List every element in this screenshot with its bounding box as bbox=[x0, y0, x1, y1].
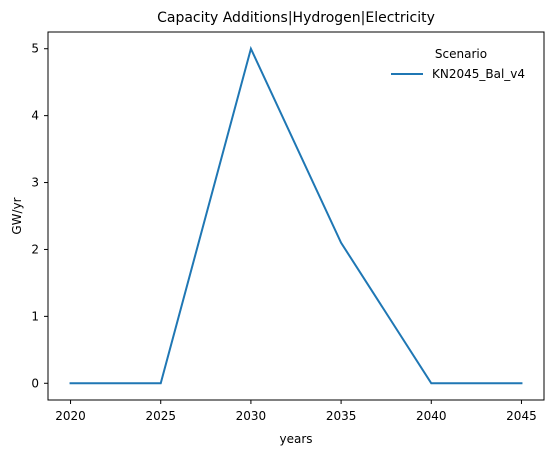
y-tick-label: 5 bbox=[31, 42, 39, 56]
y-tick-label: 3 bbox=[31, 176, 39, 190]
y-tick-label: 2 bbox=[31, 242, 39, 256]
x-tick-label: 2020 bbox=[55, 409, 86, 423]
legend-series-label: KN2045_Bal_v4 bbox=[432, 67, 525, 81]
y-tick-label: 0 bbox=[31, 376, 39, 390]
plot-area bbox=[48, 32, 544, 400]
x-tick-label: 2030 bbox=[236, 409, 267, 423]
y-tick-label: 1 bbox=[31, 309, 39, 323]
x-axis-label: years bbox=[279, 432, 312, 446]
x-tick-label: 2035 bbox=[326, 409, 357, 423]
x-tick-label: 2025 bbox=[145, 409, 176, 423]
x-tick-label: 2040 bbox=[416, 409, 447, 423]
y-tick-label: 4 bbox=[31, 109, 39, 123]
chart-title: Capacity Additions|Hydrogen|Electricity bbox=[157, 10, 435, 26]
y-axis-ticks: 0 1 2 3 4 5 bbox=[31, 42, 48, 391]
y-axis-label: GW/yr bbox=[10, 197, 24, 234]
x-tick-label: 2045 bbox=[506, 409, 537, 423]
legend-title: Scenario bbox=[435, 47, 487, 61]
x-axis-ticks: 2020 2025 2030 2035 2040 2045 bbox=[55, 400, 536, 423]
